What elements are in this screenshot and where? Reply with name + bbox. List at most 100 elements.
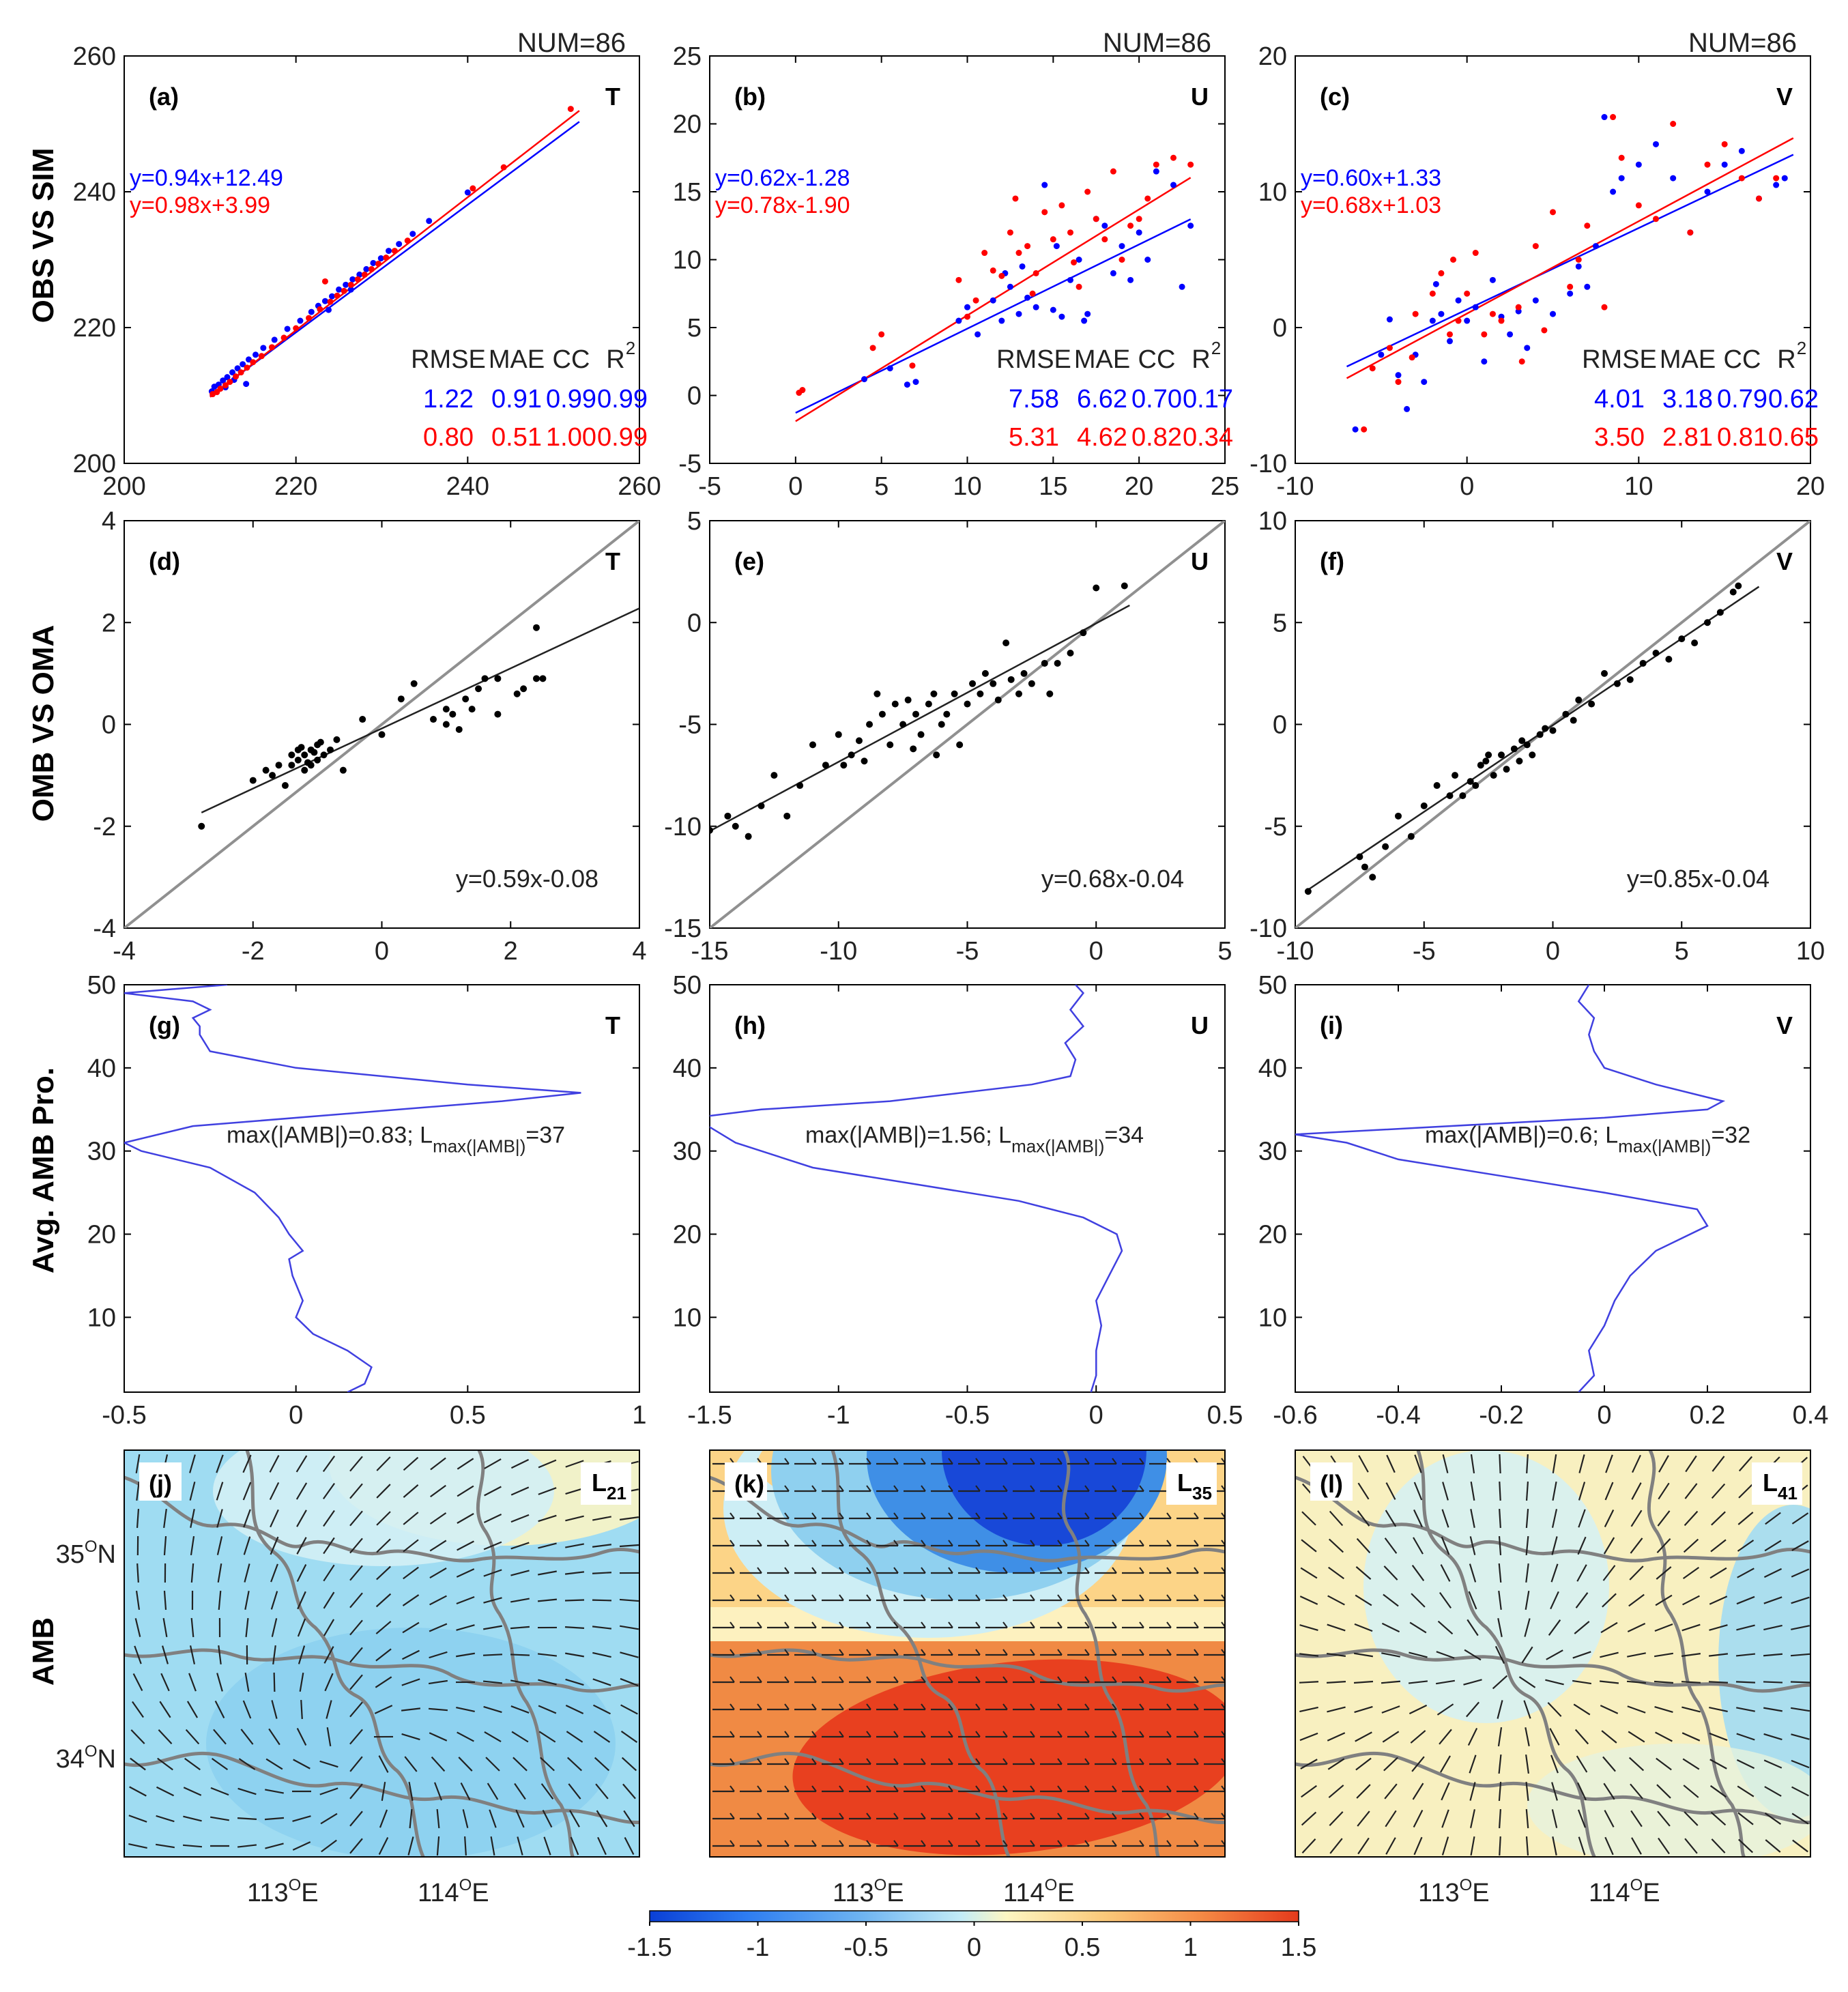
wind-barb — [1763, 1759, 1782, 1769]
y-tick-label: 30 — [1258, 1138, 1287, 1166]
x-tick-label: -4 — [113, 937, 136, 966]
wind-barb-flag — [1221, 1703, 1225, 1710]
wind-barb — [1441, 1836, 1449, 1856]
fit-equation: y=0.94x+12.49 — [130, 165, 283, 191]
wind-barb — [540, 1757, 555, 1772]
wind-barb — [216, 1482, 224, 1501]
x-tick-label: -15 — [691, 937, 729, 966]
wind-barb-flag — [1057, 1731, 1063, 1737]
wind-barb — [515, 1809, 525, 1828]
wind-barb — [376, 1538, 391, 1553]
wind-barb — [1525, 1591, 1530, 1610]
wind-barb — [1684, 1483, 1698, 1499]
fit-equation: y=0.85x-0.04 — [1627, 865, 1770, 893]
wind-barb — [1355, 1757, 1372, 1771]
data-point — [990, 680, 997, 687]
wind-barb — [433, 1782, 443, 1801]
stats-value: 0.65 — [1768, 423, 1819, 452]
wind-barb-flag — [1221, 1485, 1225, 1492]
data-point — [386, 248, 392, 255]
data-point — [1041, 209, 1048, 216]
wind-barb-flag — [1084, 1621, 1090, 1628]
y-tick-label: -5 — [678, 450, 702, 478]
stats-header: R — [1192, 345, 1210, 374]
wind-barb — [1574, 1729, 1589, 1745]
wind-barb — [1525, 1508, 1529, 1529]
data-point — [275, 762, 283, 769]
wind-barb — [265, 1843, 284, 1849]
plot-area — [208, 106, 580, 398]
wind-barb — [593, 1731, 611, 1743]
wind-barb — [1551, 1782, 1558, 1801]
wind-barb — [429, 1567, 447, 1579]
wind-barb-flag — [1139, 1594, 1144, 1601]
data-point — [1153, 161, 1159, 168]
wind-barb — [482, 1654, 503, 1656]
annotation-subscript: max(|AMB|) — [433, 1136, 525, 1156]
data-point — [1721, 161, 1728, 168]
wind-barb — [375, 1676, 392, 1688]
data-point — [855, 737, 863, 745]
wind-barb — [403, 1566, 419, 1580]
wind-barb — [319, 1787, 338, 1795]
wind-barb — [1712, 1456, 1725, 1472]
data-point — [757, 802, 765, 809]
wind-barb-flag — [921, 1512, 926, 1519]
wind-barb-flag — [1030, 1567, 1035, 1574]
panel-label: (j) — [149, 1470, 172, 1498]
wind-barb-flag — [757, 1676, 762, 1683]
wind-barb — [1709, 1596, 1728, 1605]
wind-barb — [1602, 1756, 1616, 1772]
wind-barb — [1328, 1566, 1344, 1580]
wind-barb — [1627, 1623, 1646, 1632]
stats-header: CC — [1138, 345, 1176, 374]
amb-profile-line — [710, 985, 1123, 1392]
wind-barb — [620, 1704, 638, 1715]
data-point — [1015, 690, 1022, 697]
wind-barb — [1385, 1810, 1397, 1828]
wind-barb — [567, 1757, 582, 1772]
wind-barb-flag — [866, 1813, 871, 1819]
wind-barb — [381, 1782, 386, 1801]
wind-barb-flag — [1084, 1840, 1090, 1847]
wind-barb-flag — [811, 1458, 817, 1464]
wind-barb — [1356, 1784, 1371, 1799]
y-tick-label: 20 — [1258, 1221, 1287, 1250]
wind-barb — [1577, 1536, 1587, 1555]
wind-barb — [273, 1672, 276, 1692]
stats-value: 3.18 — [1662, 385, 1713, 414]
wind-barb — [1738, 1838, 1753, 1853]
wind-barb — [1628, 1731, 1645, 1743]
wind-barb — [510, 1654, 530, 1656]
data-point — [1019, 263, 1026, 270]
x-tick-label: 240 — [446, 472, 489, 501]
wind-barb-flag — [839, 1485, 844, 1492]
wind-barb — [1654, 1623, 1673, 1632]
data-point — [930, 690, 938, 697]
wind-barb — [237, 1787, 257, 1795]
wind-barb-flag — [921, 1567, 926, 1574]
data-point — [1378, 351, 1385, 358]
wind-barb — [1682, 1758, 1700, 1770]
x-tick-label: 10 — [1796, 937, 1825, 966]
wind-barb-flag — [1194, 1540, 1199, 1546]
wind-barb-flag — [921, 1840, 926, 1847]
data-point — [912, 379, 919, 386]
num-label: NUM=86 — [1103, 28, 1211, 58]
wind-barb-flag — [893, 1621, 899, 1628]
data-point — [1369, 365, 1376, 372]
wind-barb — [1551, 1536, 1558, 1555]
wind-barb-flag — [1002, 1649, 1008, 1656]
data-point — [1515, 304, 1522, 311]
wind-barb — [1357, 1810, 1370, 1827]
x-tick-label: -1.5 — [687, 1401, 732, 1430]
wind-barb — [538, 1679, 557, 1686]
y-tick-label: 10 — [1258, 1303, 1287, 1332]
wind-barb-flag — [1194, 1649, 1199, 1656]
wind-barb — [592, 1572, 612, 1574]
wind-barb — [1497, 1700, 1503, 1719]
wind-barb — [376, 1511, 391, 1526]
data-point — [1110, 168, 1116, 175]
wind-barb — [1791, 1625, 1810, 1630]
wind-barb-flag — [839, 1540, 844, 1546]
